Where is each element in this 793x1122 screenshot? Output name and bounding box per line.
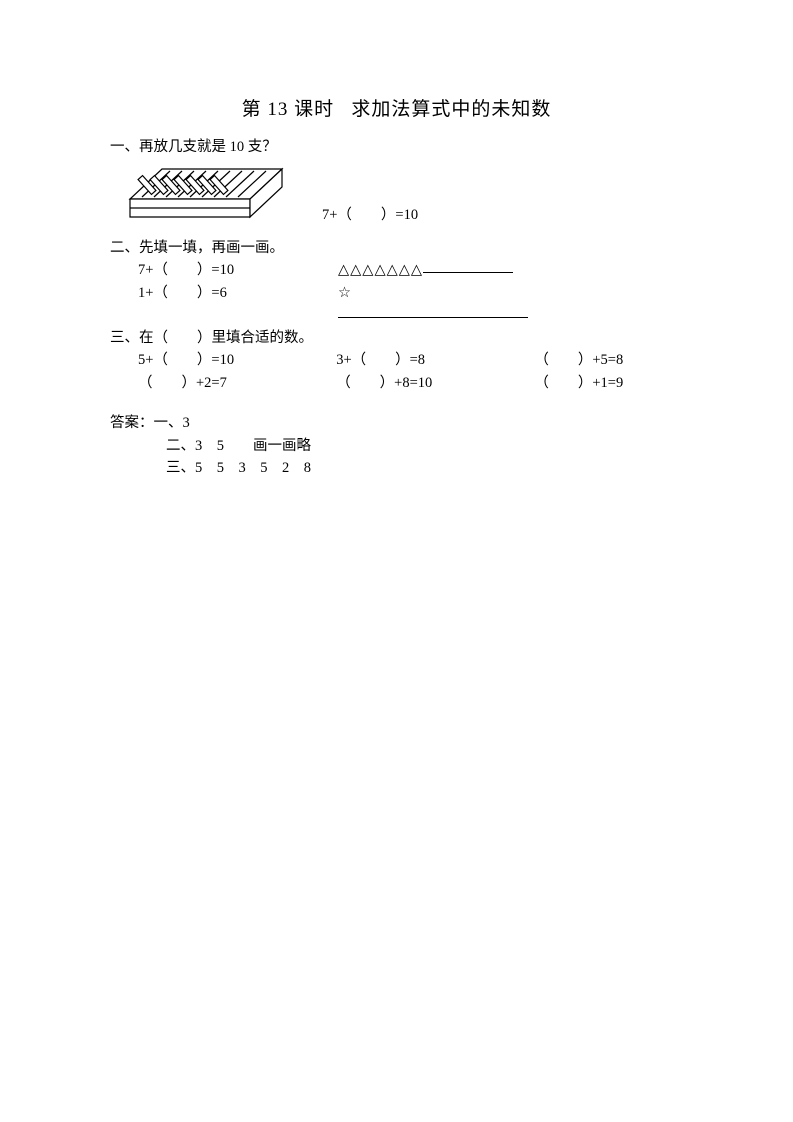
q2-row2: 1+（ ）=6 ☆ [110, 282, 683, 327]
q3-r2c3: （ ）+1=9 [534, 372, 683, 394]
triangle-shapes: △△△△△△△ [338, 262, 423, 278]
answers-line1: 答案：一、3 [110, 412, 683, 434]
title-suffix: 求加法算式中的未知数 [351, 99, 551, 120]
title-number: 13 [267, 99, 288, 120]
q2-heading: 二、先填一填，再画一画。 [110, 237, 683, 259]
answers-block: 答案：一、3 二、3 5 画一画略 三、5 5 3 5 2 8 [110, 412, 683, 479]
q2-row2-eq: 1+（ ）=6 [110, 282, 338, 327]
q2-row2-shapes: ☆ [338, 282, 538, 327]
page-title: 第 13 课时 求加法算式中的未知数 [110, 95, 683, 124]
answers-line3: 三、5 5 3 5 2 8 [110, 457, 683, 479]
blank-line [423, 259, 513, 273]
q2-row1-eq: 7+（ ）=10 [110, 259, 338, 281]
q3-row1: 5+（ ）=10 3+（ ）=8 （ ）+5=8 [110, 349, 683, 371]
q3-heading: 三、在（ ）里填合适的数。 [110, 327, 683, 349]
q3-r1c3: （ ）+5=8 [534, 349, 683, 371]
worksheet-page: 第 13 课时 求加法算式中的未知数 一、再放几支就是 10 支？ [0, 0, 793, 480]
blank-line [338, 304, 528, 318]
q3-r1c2: 3+（ ）=8 [336, 349, 534, 371]
star-shape: ☆ [338, 285, 351, 301]
title-mid: 课时 [288, 99, 334, 120]
q3-r1c1: 5+（ ）=10 [110, 349, 336, 371]
title-prefix: 第 [242, 99, 268, 120]
q3-row2: （ ）+2=7 （ ）+8=10 （ ）+1=9 [110, 372, 683, 394]
q1-heading: 一、再放几支就是 10 支？ [110, 136, 683, 158]
answers-line2: 二、3 5 画一画略 [110, 435, 683, 457]
q3-r2c2: （ ）+8=10 [336, 372, 534, 394]
q2-row1: 7+（ ）=10 △△△△△△△ [110, 259, 683, 281]
q1-equation: 7+（ ）=10 [322, 204, 418, 232]
pencil-box-icon [122, 161, 292, 233]
q1-image-row: 7+（ ）=10 [122, 161, 683, 233]
q2-row1-shapes: △△△△△△△ [338, 259, 538, 281]
q3-r2c1: （ ）+2=7 [110, 372, 336, 394]
